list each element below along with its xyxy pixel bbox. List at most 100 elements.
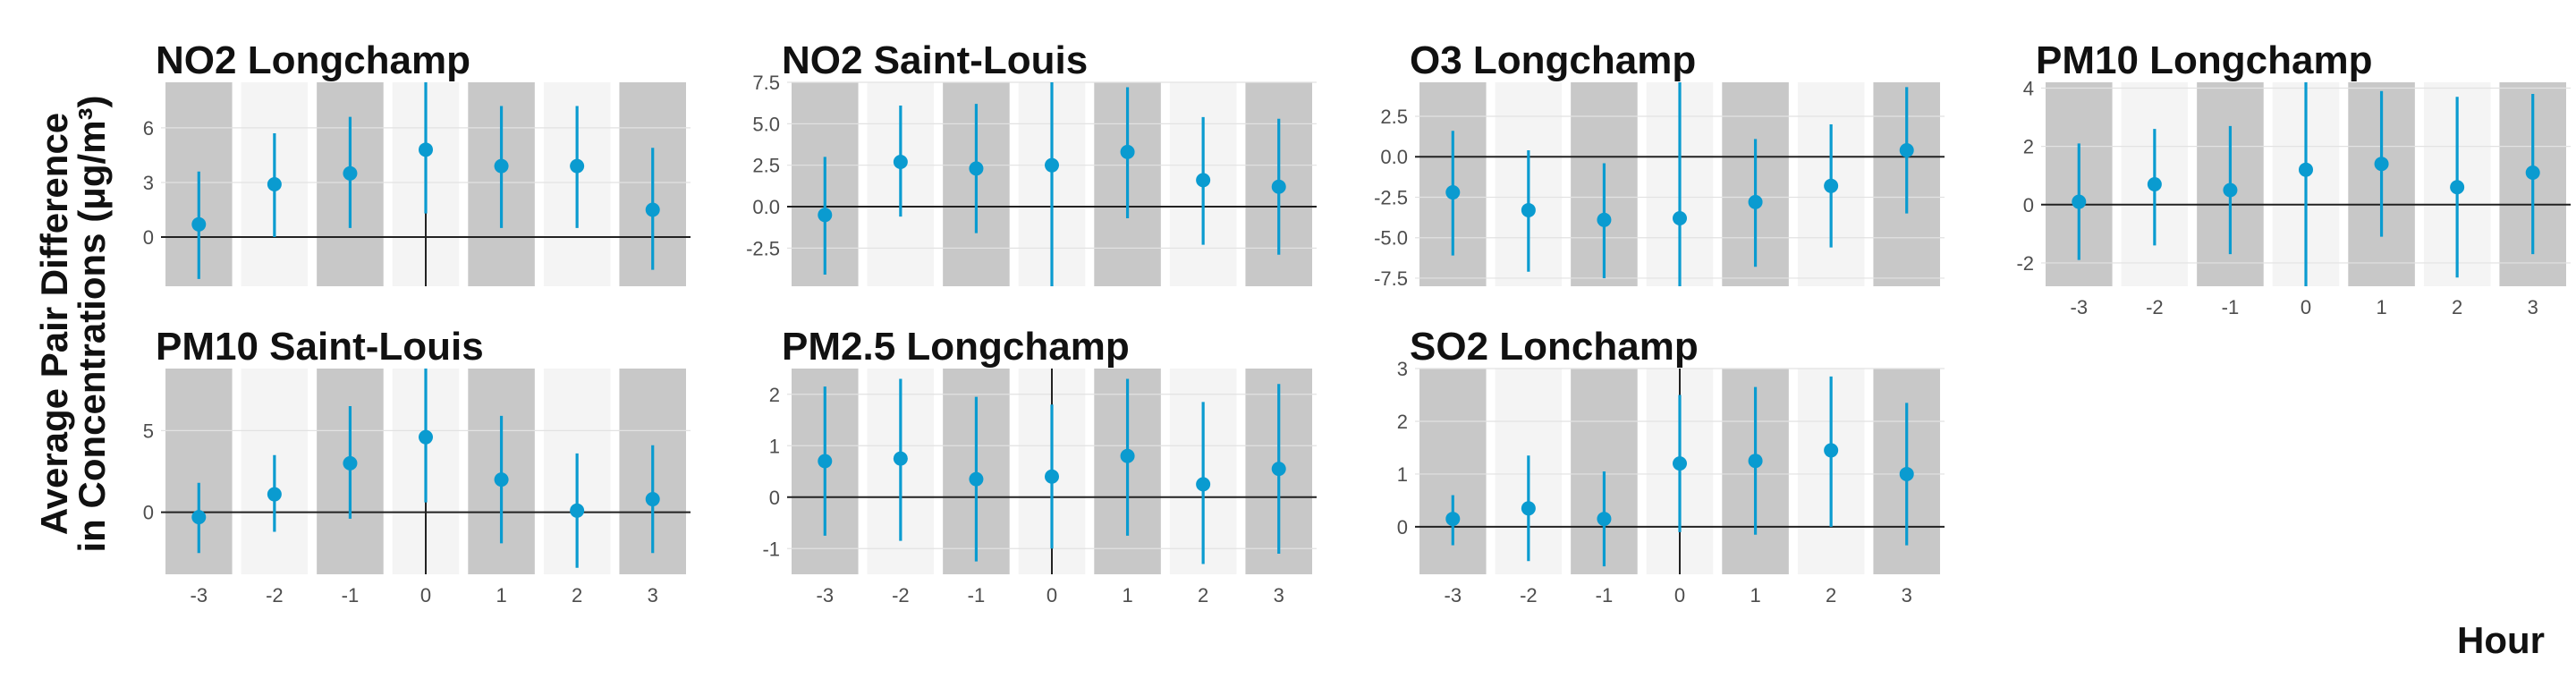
x-tick-label: -1 — [342, 584, 360, 606]
x-tick-label: 3 — [1902, 584, 1912, 606]
y-axis-title-line1: Average Pair Difference — [33, 113, 75, 535]
data-point — [267, 487, 282, 502]
x-tick-label: -2 — [1520, 584, 1538, 606]
data-point — [1120, 448, 1135, 463]
data-point — [645, 202, 660, 217]
y-tick-label: -1 — [762, 538, 780, 560]
y-tick-label: 7.5 — [752, 72, 780, 94]
x-tick-label: -3 — [2071, 296, 2089, 318]
y-tick-label: 2.5 — [1380, 106, 1408, 128]
data-point — [570, 503, 585, 518]
y-tick-label: 0.0 — [1380, 146, 1408, 168]
data-point — [2450, 180, 2465, 195]
data-point — [419, 142, 433, 157]
x-axis-title: Hour — [2457, 619, 2545, 661]
data-point — [1445, 185, 1461, 200]
x-tick-label: 0 — [420, 584, 431, 606]
data-point — [494, 472, 509, 488]
x-tick-label: -3 — [1445, 584, 1462, 606]
x-tick-label: 2 — [1198, 584, 1208, 606]
data-point — [818, 454, 833, 469]
y-tick-label: 0 — [1397, 516, 1408, 539]
data-point — [1597, 212, 1612, 227]
y-tick-label: 0 — [143, 502, 154, 524]
y-tick-label: 4 — [2023, 78, 2034, 100]
y-tick-label: 3 — [1397, 358, 1408, 380]
panel-title: SO2 Lonchamp — [1410, 325, 1699, 369]
x-tick-label: 0 — [1046, 584, 1057, 606]
x-tick-label: 0 — [2301, 296, 2311, 318]
panel-title: O3 Longchamp — [1410, 38, 1696, 82]
data-point — [191, 216, 207, 232]
y-tick-label: 0 — [769, 487, 780, 509]
y-tick-label: -2 — [2016, 252, 2034, 275]
x-tick-label: 2 — [572, 584, 582, 606]
y-tick-label: 5 — [143, 420, 154, 442]
y-tick-label: 6 — [143, 117, 154, 140]
data-point — [1899, 466, 1914, 481]
x-tick-label: 1 — [1122, 584, 1132, 606]
data-point — [969, 471, 984, 487]
data-point — [969, 161, 984, 176]
data-point — [893, 154, 908, 169]
data-point — [1271, 179, 1286, 194]
data-point — [2374, 157, 2389, 172]
y-tick-label: -2.5 — [1374, 186, 1408, 208]
y-tick-label: 1 — [1397, 463, 1408, 486]
x-tick-label: 2 — [2452, 296, 2462, 318]
x-tick-label: -3 — [191, 584, 208, 606]
data-point — [1673, 211, 1687, 225]
x-tick-label: -2 — [892, 584, 910, 606]
data-point — [2147, 177, 2162, 191]
data-point — [419, 429, 433, 445]
panel-title: NO2 Saint-Louis — [782, 38, 1088, 82]
data-point — [1748, 194, 1763, 209]
y-axis-title-line2: in Concentrations (μg/m³) — [71, 95, 113, 552]
data-point — [343, 165, 358, 181]
x-tick-label: 1 — [2376, 296, 2386, 318]
y-tick-label: 0 — [2023, 194, 2034, 216]
data-point — [893, 451, 908, 466]
data-point — [1045, 157, 1059, 173]
panel-title: PM2.5 Longchamp — [782, 325, 1130, 369]
x-tick-label: -3 — [817, 584, 835, 606]
data-point — [1824, 443, 1839, 458]
data-point — [494, 158, 509, 174]
data-point — [818, 208, 833, 223]
x-tick-label: 1 — [496, 584, 506, 606]
y-tick-label: 2 — [1397, 411, 1408, 433]
data-point — [2525, 165, 2540, 180]
x-tick-label: 2 — [1826, 584, 1836, 606]
panel-title: PM10 Longchamp — [2036, 38, 2373, 82]
x-tick-label: 3 — [648, 584, 658, 606]
y-tick-label: -5.0 — [1374, 227, 1408, 250]
panel-title: NO2 Longchamp — [156, 38, 470, 82]
data-point — [1521, 501, 1536, 516]
x-tick-label: -1 — [2222, 296, 2240, 318]
x-tick-label: -1 — [1596, 584, 1614, 606]
y-tick-label: -7.5 — [1374, 267, 1408, 290]
y-tick-label: -2.5 — [746, 237, 780, 259]
data-point — [1899, 143, 1914, 157]
data-point — [1445, 512, 1461, 527]
data-point — [1196, 173, 1211, 188]
x-tick-label: -2 — [2146, 296, 2164, 318]
y-tick-label: 0.0 — [752, 196, 780, 218]
panel-2: -7.5 -5.0 -2.5 0.0 2.5 O3 Longchamp — [1374, 38, 1945, 290]
y-tick-label: 3 — [143, 172, 154, 194]
panel-0: 0 3 6 NO2 Longchamp — [143, 38, 691, 286]
data-point — [2223, 182, 2238, 198]
data-point — [1521, 202, 1536, 217]
y-tick-label: 1 — [769, 435, 780, 457]
data-point — [570, 158, 585, 174]
x-tick-label: 3 — [2528, 296, 2538, 318]
data-point — [1271, 462, 1286, 477]
panel-5: -1 0 1 2 -3 -2 -1 0 1 2 3 PM2.5 Longchamp — [762, 325, 1317, 606]
data-point — [343, 455, 358, 471]
data-point — [1196, 477, 1211, 492]
data-point — [267, 177, 282, 191]
data-point — [1824, 178, 1839, 193]
